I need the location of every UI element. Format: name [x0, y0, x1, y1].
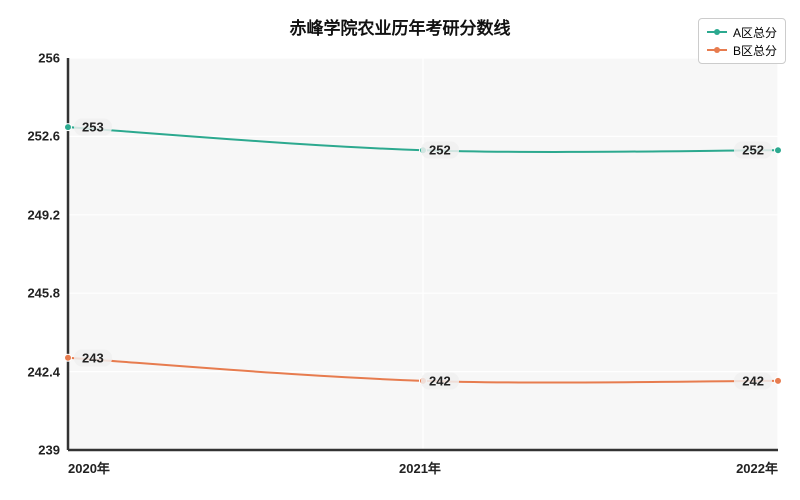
y-tick-label: 245.8 — [27, 286, 60, 301]
legend-swatch — [707, 31, 727, 33]
legend: A区总分B区总分 — [698, 18, 786, 64]
legend-marker — [714, 47, 720, 53]
legend-item: A区总分 — [707, 23, 777, 41]
data-point-label: 242 — [421, 372, 459, 389]
y-tick-label: 249.2 — [27, 207, 60, 222]
data-point-label: 243 — [74, 349, 112, 366]
legend-swatch — [707, 49, 727, 51]
data-point-label: 252 — [734, 142, 772, 159]
data-point-label: 242 — [734, 372, 772, 389]
y-tick-label: 239 — [38, 443, 60, 458]
plot-svg — [0, 0, 800, 500]
x-tick-label: 2021年 — [399, 458, 441, 477]
x-tick-label: 2020年 — [68, 458, 110, 477]
y-tick-label: 256 — [38, 51, 60, 66]
data-point-label: 252 — [421, 142, 459, 159]
chart-container: 赤峰学院农业历年考研分数线 A区总分B区总分 239242.4245.8249.… — [0, 0, 800, 500]
legend-label: A区总分 — [733, 24, 777, 41]
x-tick-label: 2022年 — [736, 458, 778, 477]
legend-marker — [714, 29, 720, 35]
legend-label: B区总分 — [733, 42, 777, 59]
y-tick-label: 252.6 — [27, 129, 60, 144]
data-point-label: 253 — [74, 119, 112, 136]
legend-item: B区总分 — [707, 41, 777, 59]
y-tick-label: 242.4 — [27, 364, 60, 379]
